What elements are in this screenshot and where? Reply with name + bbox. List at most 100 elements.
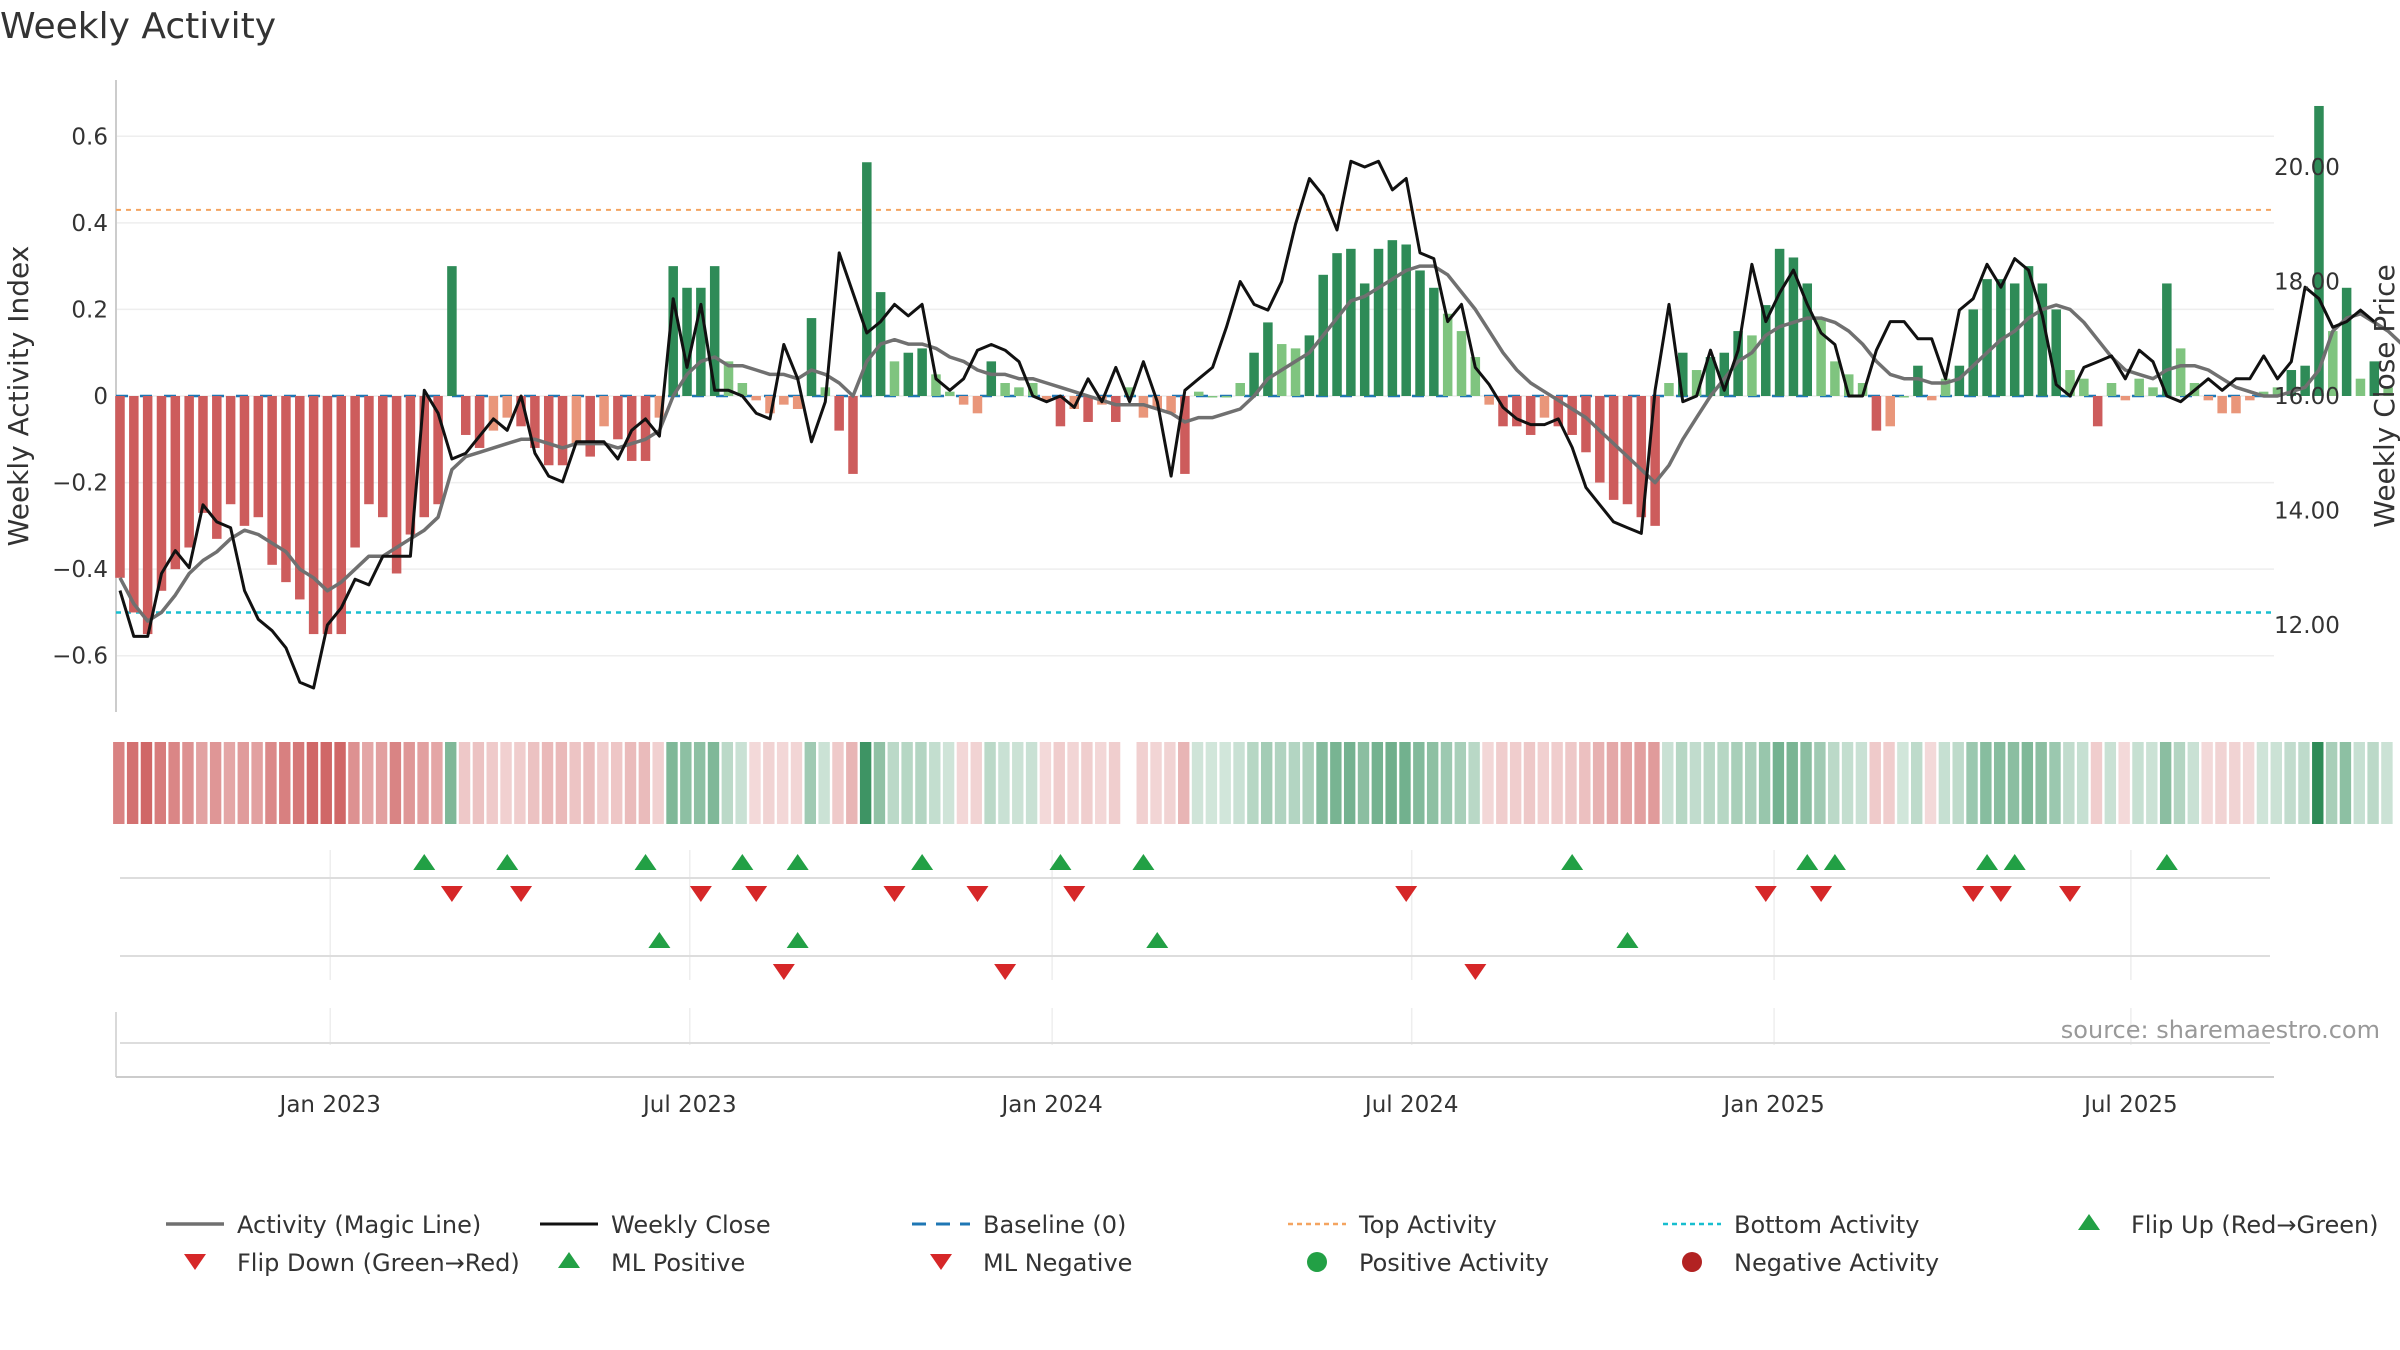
activity-strip-cell xyxy=(528,742,540,824)
activity-strip-cell xyxy=(2132,742,2144,824)
activity-bar xyxy=(1083,396,1093,422)
page-title: Weekly Activity xyxy=(0,6,277,47)
activity-strip-cell xyxy=(1814,742,1826,824)
activity-bar xyxy=(1000,383,1010,396)
activity-strip-cell xyxy=(1067,742,1079,824)
activity-bar xyxy=(1332,253,1342,396)
y-tick-label: 0 xyxy=(93,384,108,410)
legend-label: Top Activity xyxy=(1358,1211,1497,1239)
activity-bar xyxy=(2231,396,2241,414)
flip-up-marker xyxy=(634,854,657,870)
series-lines xyxy=(118,159,2400,690)
activity-strip-cell xyxy=(1869,742,1881,824)
activity-strip-cell xyxy=(984,742,996,824)
activity-bar xyxy=(142,396,153,635)
activity-bar xyxy=(1705,357,1716,396)
activity-bar xyxy=(267,396,277,565)
activity-bar xyxy=(1788,257,1799,396)
activity-bar xyxy=(1595,396,1605,483)
activity-bar xyxy=(737,383,748,396)
activity-strip-cell xyxy=(2063,742,2075,824)
activity-bar xyxy=(1816,318,1826,396)
legend-item: Bottom Activity xyxy=(1663,1211,1919,1239)
activity-strip-cell xyxy=(1191,742,1204,824)
activity-strip-cell xyxy=(514,742,526,824)
flip-down-marker xyxy=(1754,886,1777,902)
activity-bar xyxy=(391,396,402,574)
activity-bar xyxy=(2079,378,2089,396)
activity-strip-cell xyxy=(1924,742,1937,824)
activity-bar xyxy=(1470,357,1481,396)
activity-bar xyxy=(516,396,526,427)
activity-bar xyxy=(1401,244,1411,396)
activity-bar xyxy=(2272,387,2283,396)
legend-swatch xyxy=(1682,1252,1702,1272)
activity-bar xyxy=(958,396,969,405)
activity-strip-cell xyxy=(1980,742,1992,824)
activity-bar xyxy=(1166,396,1176,414)
flip-up-marker xyxy=(2003,854,2026,870)
activity-strip-cell xyxy=(666,742,678,824)
y2-tick-label: 16.00 xyxy=(2274,384,2340,410)
activity-bar xyxy=(1830,361,1840,396)
activity-strip-cell xyxy=(251,742,263,824)
legend-item: ML Positive xyxy=(558,1249,745,1277)
flip-up-marker xyxy=(1823,854,1846,870)
activity-strip-cell xyxy=(1717,742,1729,824)
flip-down-marker xyxy=(883,886,906,902)
activity-strip-cell xyxy=(1150,742,1162,824)
activity-strip-cell xyxy=(1164,742,1176,824)
activity-strip-cell xyxy=(1039,742,1052,824)
activity-bar xyxy=(1636,396,1647,518)
activity-bar xyxy=(1111,396,1121,422)
activity-strip-cell xyxy=(265,742,277,824)
flip-up-marker xyxy=(911,854,934,870)
activity-bar xyxy=(2037,283,2048,396)
legend-swatch xyxy=(930,1254,952,1270)
activity-strip-cell xyxy=(403,742,415,824)
activity-bar xyxy=(502,396,512,418)
flip-up-marker xyxy=(1796,854,1819,870)
activity-bar xyxy=(1290,348,1301,396)
source-credit: source: sharemaestro.com xyxy=(2061,1016,2380,1044)
activity-strip-cell xyxy=(2381,742,2393,824)
activity-strip-cell xyxy=(1012,742,1024,824)
activity-bar xyxy=(1622,396,1633,505)
activity-strip-cell xyxy=(2090,742,2103,824)
activity-strip-cell xyxy=(1440,742,1453,824)
activity-bar xyxy=(2023,266,2034,396)
activity-bar xyxy=(1249,352,1259,396)
activity-strip-cell xyxy=(707,742,720,824)
activity-strip-cell xyxy=(2159,742,2172,824)
activity-bar xyxy=(945,391,955,396)
activity-bar xyxy=(1885,396,1895,427)
activity-bar xyxy=(308,396,319,635)
activity-strip-cell xyxy=(154,742,166,824)
activity-bar xyxy=(792,396,803,409)
activity-bar xyxy=(1484,396,1494,405)
activity-strip-cell xyxy=(2353,742,2365,824)
activity-strip-cell xyxy=(749,742,761,824)
activity-bar xyxy=(1553,396,1564,427)
activity-strip-cell xyxy=(334,742,346,824)
activity-strip-cell xyxy=(2007,742,2020,824)
activity-strip-cell xyxy=(887,742,899,824)
activity-bar xyxy=(1180,396,1190,474)
activity-bar xyxy=(170,396,181,570)
activity-strip-cell xyxy=(1205,742,1218,824)
flip-down-marker xyxy=(510,886,533,902)
activity-strip-cell xyxy=(2049,742,2061,824)
y-tick-label: 0.6 xyxy=(71,124,108,150)
activity-strip-cell xyxy=(1095,742,1107,824)
flip-up-marker xyxy=(731,854,754,870)
activity-strip-cell xyxy=(1413,742,1425,824)
ml-positive-marker xyxy=(648,932,671,948)
activity-bar xyxy=(1429,287,1439,396)
activity-strip-cell xyxy=(1662,742,1674,824)
magic-line xyxy=(118,264,2400,623)
activity-bar xyxy=(1124,387,1135,396)
activity-strip-cell xyxy=(1689,742,1702,824)
activity-bar xyxy=(1373,248,1384,396)
activity-bar xyxy=(571,396,582,444)
x-axis: Jan 2023 Jul 2023 Jan 2024 Jul 2024 Jan 2025… xyxy=(278,1092,2178,1118)
